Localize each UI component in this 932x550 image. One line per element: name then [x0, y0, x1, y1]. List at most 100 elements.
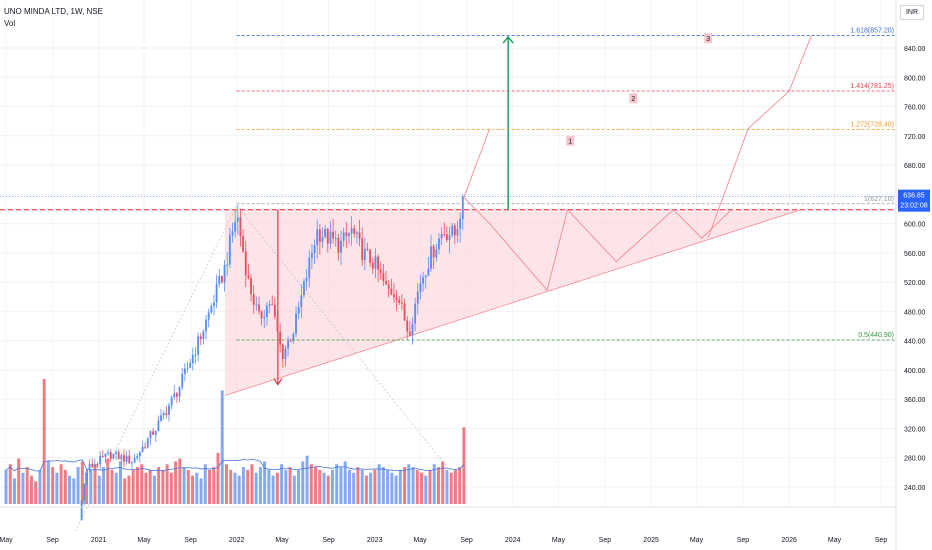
candle-body [173, 393, 176, 398]
candle-body [123, 455, 125, 462]
candle-body [186, 367, 189, 369]
volume-bar [186, 469, 190, 504]
price-tick-label: 760.00 [904, 105, 926, 112]
volume-bar [63, 469, 67, 504]
volume-bar [246, 469, 250, 504]
fib-levels: 1.618(857.20) 1.414(781.25) 1.272(728.40) 1… [236, 27, 896, 341]
candle-body [183, 368, 186, 374]
candle-body [427, 268, 430, 276]
volume-bar [55, 472, 59, 504]
candle-body [80, 500, 83, 521]
candle-body [205, 319, 207, 332]
candle-body [355, 232, 358, 234]
candle-body [289, 340, 292, 342]
candle-body [398, 299, 401, 303]
candle-body [218, 275, 221, 284]
time-tick-label: 2021 [91, 537, 107, 544]
volume-bar [144, 472, 148, 504]
candle-body [287, 340, 290, 349]
symbol-title[interactable]: UNO MINDA LTD, 1W, NSE [4, 7, 103, 16]
candle-body [236, 217, 239, 222]
volume-bar [174, 461, 178, 504]
volume-bar [318, 469, 322, 504]
candle-body [453, 225, 456, 236]
candle-body [181, 373, 184, 388]
volume-bar [38, 469, 42, 504]
volume-bar [131, 469, 135, 504]
projection-path-1 [463, 128, 491, 198]
candle-body [374, 256, 377, 269]
candle-body [109, 452, 112, 459]
volume-bar [458, 467, 462, 504]
volume-bar [420, 472, 424, 504]
candle-body [271, 304, 274, 306]
volume-bar [76, 467, 80, 504]
candle-body [400, 302, 403, 304]
candle-body [168, 405, 170, 415]
time-tick-label: Sep [322, 537, 335, 544]
candle-body [83, 484, 86, 501]
candle-body [395, 297, 398, 300]
trend-guide-left [75, 205, 237, 532]
candle-body [393, 294, 395, 298]
volume-bar [343, 461, 347, 504]
time-tick-label: Sep [875, 537, 888, 544]
time-tick-label: May [552, 537, 566, 544]
volume-indicator-label[interactable]: Vol [4, 19, 16, 28]
candle-body [292, 333, 295, 342]
candle-body [340, 240, 342, 253]
volume-ma-line [5, 458, 465, 472]
price-tick-label: 280.00 [904, 456, 926, 463]
waypoint-badge [566, 135, 575, 146]
last-price-value: 636.85 [903, 193, 925, 200]
candle-body [101, 456, 104, 458]
volume-bar [102, 467, 106, 504]
candle-body [199, 336, 202, 340]
waypoint-badge [629, 93, 638, 104]
volume-bar [165, 464, 169, 504]
volume-bar [441, 461, 445, 504]
volume-bar [212, 467, 216, 504]
projection-zigzag [463, 196, 732, 292]
volume-bar [114, 472, 118, 504]
candle-body [342, 232, 345, 241]
price-tick-label: 440.00 [904, 339, 926, 346]
candle-body [255, 304, 258, 306]
candle-body [459, 218, 462, 229]
time-tick-label: 2026 [781, 537, 797, 544]
fib-level-label: 1.414(781.25) [850, 83, 894, 90]
volume-bar [46, 461, 50, 504]
candle-body [120, 455, 123, 460]
volume-bar [178, 458, 182, 504]
currency-button[interactable]: INR [900, 5, 924, 20]
candle-body [117, 451, 120, 460]
candle-body [165, 413, 168, 415]
candle-body [411, 323, 414, 336]
candle-body [390, 288, 393, 295]
candle-body [451, 225, 454, 236]
volume-bar [305, 455, 309, 504]
volume-bar [250, 464, 254, 504]
candle-body [332, 231, 335, 239]
volume-bar [339, 467, 343, 504]
volume-bar [241, 467, 245, 504]
time-tick-label: 2024 [505, 537, 521, 544]
waypoint-label: 2 [631, 96, 635, 103]
candle-body [160, 415, 162, 421]
volume-bar [135, 467, 139, 504]
candle-body [422, 277, 425, 284]
candle-body [350, 228, 353, 234]
candle-body [353, 228, 356, 234]
candle-body [170, 397, 173, 406]
candle-body [284, 348, 287, 359]
candle-body [138, 452, 141, 457]
volume-bars [4, 379, 466, 504]
candle-body [260, 311, 263, 319]
candle-body [247, 275, 250, 279]
candle-body [416, 292, 419, 304]
candle-body [189, 363, 192, 368]
candle-body [175, 393, 178, 397]
time-tick-label: May [690, 537, 704, 544]
volume-bar [314, 467, 318, 504]
